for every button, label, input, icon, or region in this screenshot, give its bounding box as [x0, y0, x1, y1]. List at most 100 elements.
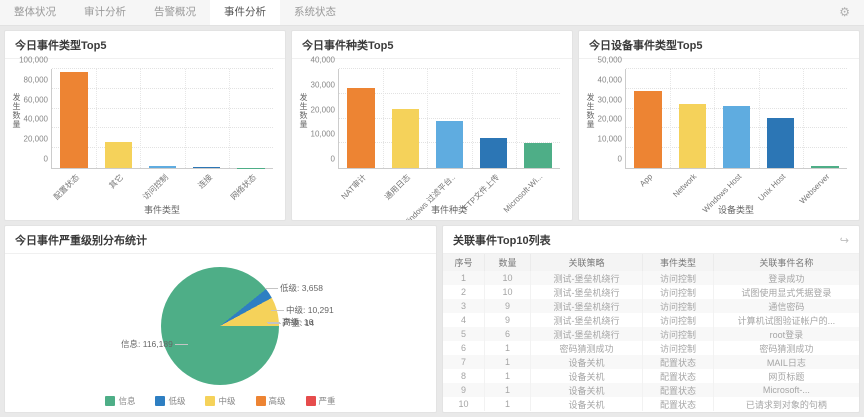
gridline	[229, 69, 230, 168]
y-tick-label: 100,000	[8, 56, 48, 65]
jump-arrow-icon[interactable]: ↪	[840, 234, 849, 247]
leader-line	[265, 288, 278, 289]
table-cell: 配置状态	[643, 369, 714, 383]
table-cell: 测试-堡垒机绕行	[530, 313, 642, 327]
table-cell: 设备关机	[530, 369, 642, 383]
nav-tab[interactable]: 事件分析	[210, 0, 280, 25]
x-axis-label: 事件类型	[51, 203, 273, 216]
table-cell: 通信密码	[713, 299, 859, 313]
gridline	[516, 69, 517, 168]
pie-label-text: 信息: 116,189	[121, 338, 173, 350]
bar[interactable]	[149, 166, 176, 168]
table-cell: 配置状态	[643, 397, 714, 411]
y-tick-label: 0	[295, 155, 335, 164]
bar[interactable]	[811, 166, 838, 168]
card-title-row: 关联事件Top10列表 ↪	[443, 226, 859, 254]
table-cell: 设备关机	[530, 355, 642, 369]
legend-item[interactable]: 高级	[256, 395, 286, 407]
pie-label-text: 低级: 3,658	[280, 282, 323, 294]
bar[interactable]	[105, 142, 132, 168]
nav-tab[interactable]: 系统状态	[280, 0, 350, 25]
x-category-label: 连接	[195, 172, 214, 191]
gridline	[803, 69, 804, 168]
table-cell: Microsoft-...	[713, 383, 859, 397]
table-cell: 10	[485, 285, 531, 299]
leader-line	[268, 323, 281, 324]
x-category-label: 网络状态	[228, 172, 258, 202]
table-title: 关联事件Top10列表	[453, 232, 551, 248]
table-cell: 配置状态	[643, 383, 714, 397]
legend-swatch	[105, 396, 115, 406]
y-tick-label: 40,000	[295, 56, 335, 65]
legend-swatch	[155, 396, 165, 406]
card-title: 今日事件严重级别分布统计	[5, 226, 436, 254]
bar[interactable]	[193, 167, 220, 168]
table-cell: 1	[485, 341, 531, 355]
severity-pie[interactable]	[161, 267, 279, 385]
nav-tab[interactable]: 告警概况	[140, 0, 210, 25]
table-cell: 7	[443, 355, 485, 369]
table-cell: 9	[485, 313, 531, 327]
x-category-label: 访问控制	[140, 172, 170, 202]
table-cell: 1	[485, 383, 531, 397]
x-category-label: Network	[672, 172, 699, 199]
gridline	[140, 69, 141, 168]
y-tick-label: 40,000	[8, 115, 48, 124]
bar[interactable]	[392, 109, 419, 168]
bar[interactable]	[723, 106, 750, 168]
legend-item[interactable]: 低级	[155, 395, 185, 407]
nav-tab[interactable]: 整体状况	[0, 0, 70, 25]
bar[interactable]	[480, 138, 507, 168]
y-tick-label: 60,000	[8, 95, 48, 104]
gridline	[626, 68, 847, 69]
table-cell: 测试-堡垒机绕行	[530, 285, 642, 299]
legend-swatch	[256, 396, 266, 406]
y-tick-label: 20,000	[582, 115, 622, 124]
bar[interactable]	[679, 104, 706, 168]
table-cell: 9	[443, 383, 485, 397]
pie-slice-label: 严重: 14	[266, 317, 314, 329]
gridline	[759, 69, 760, 168]
bar[interactable]	[60, 72, 87, 168]
bar[interactable]	[436, 121, 463, 168]
legend-label: 信息	[118, 395, 135, 407]
bar[interactable]	[767, 118, 794, 168]
table-cell: 6	[485, 327, 531, 341]
card-severity-pie: 今日事件严重级别分布统计 信息: 116,189 低级: 3,658 中级: 10,…	[4, 225, 437, 413]
bar[interactable]	[634, 91, 661, 168]
bar[interactable]	[524, 143, 551, 168]
gridline	[383, 69, 384, 168]
table-cell: 1	[485, 397, 531, 411]
bar[interactable]	[347, 88, 374, 168]
gear-icon[interactable]: ⚙	[839, 0, 850, 25]
legend-item[interactable]: 中级	[205, 395, 235, 407]
table-cell: 访问控制	[643, 327, 714, 341]
legend-label: 低级	[168, 395, 185, 407]
table-cell: 访问控制	[643, 285, 714, 299]
table-cell: 访问控制	[643, 341, 714, 355]
legend-item[interactable]: 严重	[306, 395, 336, 407]
legend-item[interactable]: 信息	[105, 395, 135, 407]
y-tick-label: 40,000	[582, 75, 622, 84]
table-cell: 测试-堡垒机绕行	[530, 299, 642, 313]
pie-label-text: 中级: 10,291	[286, 304, 334, 316]
nav-tab[interactable]: 审计分析	[70, 0, 140, 25]
x-category-label: NAT审计	[339, 172, 369, 202]
x-category-label: App	[638, 172, 654, 188]
table-cell: 10	[443, 397, 485, 411]
table-cell: 3	[443, 299, 485, 313]
table-cell: 1	[443, 271, 485, 285]
